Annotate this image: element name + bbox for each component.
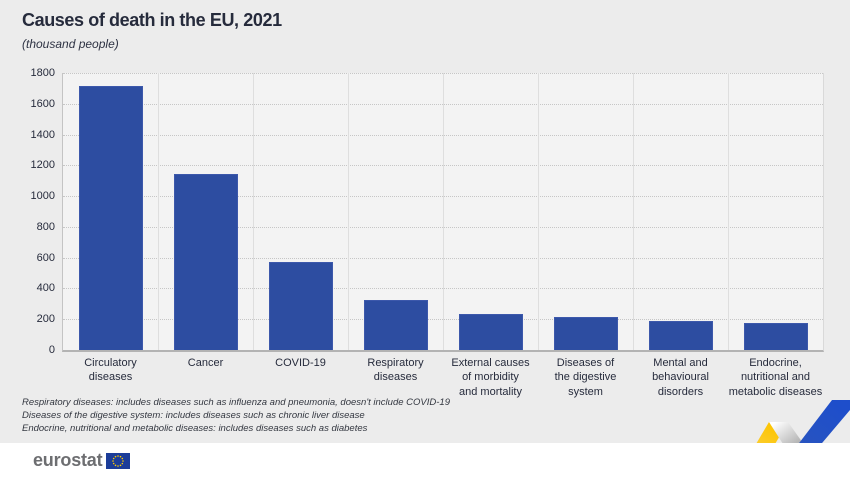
bar [363, 299, 428, 350]
y-axis-tick-label: 1800 [30, 67, 55, 79]
x-axis-label: Diseases of the digestive system [554, 357, 617, 398]
x-axis-label: Mental and behavioural disorders [652, 357, 709, 398]
footnote-line: Endocrine, nutritional and metabolic dis… [22, 422, 368, 434]
page-subtitle: (thousand people) [22, 37, 119, 51]
bar [268, 262, 333, 350]
footer: eurostat [0, 443, 850, 478]
y-axis-tick-label: 1200 [30, 159, 55, 172]
bar [78, 86, 143, 350]
x-axis-label: Respiratory diseases [367, 357, 424, 384]
y-axis-tick-label: 200 [36, 313, 55, 326]
category-separator [253, 73, 254, 350]
x-axis-label: External causes of morbidity and mortality [451, 357, 530, 398]
category-separator [633, 73, 634, 350]
eu-flag-icon [106, 452, 131, 469]
bar [743, 322, 808, 350]
y-axis-tick-label: 1600 [30, 97, 55, 110]
y-axis-tick-label: 800 [36, 220, 55, 233]
x-axis-label: COVID-19 [275, 357, 326, 369]
page-title: Causes of death in the EU, 2021 [22, 10, 282, 30]
footnotes: Respiratory diseases: includes diseases … [22, 397, 450, 435]
y-axis-tick-label: 1000 [30, 190, 55, 203]
y-axis-tick-label: 600 [36, 251, 55, 264]
y-axis-tick-label: 400 [36, 282, 55, 295]
category-separator [158, 73, 159, 350]
bar [648, 320, 713, 350]
x-axis-label: Cancer [187, 357, 224, 369]
category-separator [348, 73, 349, 350]
bar [458, 313, 523, 350]
category-separator [538, 73, 539, 350]
bar [173, 173, 238, 350]
footnote-line: Diseases of the digestive system: includ… [22, 409, 365, 421]
category-separator [728, 73, 729, 350]
x-axis-label: Endocrine, nutritional and metabolic disea… [728, 357, 823, 398]
y-axis-tick-label: 1400 [30, 128, 55, 141]
eurostat-logo-text: eurostat [33, 450, 103, 470]
x-axis-label: Circulatory diseases [84, 357, 137, 384]
footnote-line: Respiratory diseases: includes diseases … [22, 397, 450, 408]
eurostat-logo: eurostat [33, 450, 131, 471]
bar [553, 317, 618, 350]
y-axis-tick-label: 0 [48, 344, 55, 356]
category-separator [443, 73, 444, 350]
bar-chart: 0 200 400 600 800 1000 1200 1400 1600 1800 Circula… [31, 67, 824, 398]
